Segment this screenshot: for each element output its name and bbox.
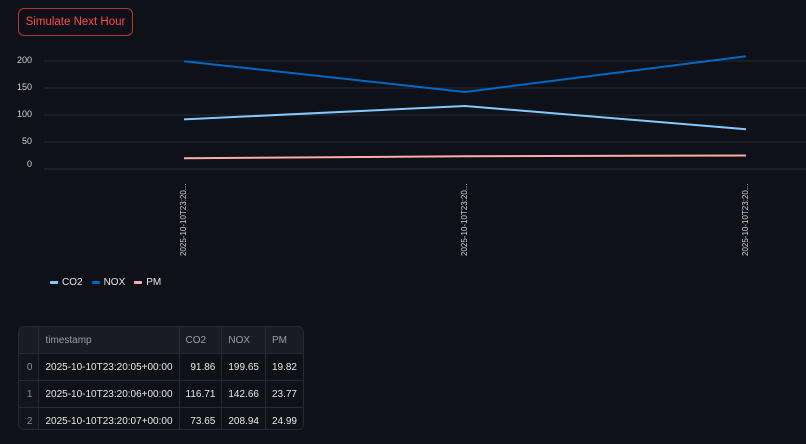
- x-tick-label: 2025-10-10T23:20...: [179, 183, 188, 257]
- pm-swatch-icon: [134, 281, 143, 284]
- pm-cell[interactable]: 24.99: [265, 407, 303, 429]
- co2-swatch-icon: [50, 281, 58, 284]
- y-tick-label: 100: [16, 109, 32, 119]
- pm-header[interactable]: PM: [265, 327, 303, 354]
- table-header-row: timestamp CO2 NOX PM: [19, 327, 303, 354]
- co2-cell[interactable]: 73.65: [179, 407, 223, 429]
- row-index: 2: [19, 407, 40, 429]
- row-index: 0: [19, 353, 40, 381]
- series-line-pm[interactable]: [183, 154, 747, 160]
- y-tick-label: 50: [21, 136, 32, 146]
- nox-header[interactable]: NOX: [221, 327, 266, 354]
- nox-cell[interactable]: 142.66: [221, 380, 266, 408]
- legend-label: NOX: [103, 277, 126, 288]
- series-line-co2[interactable]: [183, 105, 747, 131]
- legend-label: PM: [146, 277, 162, 288]
- chart-legend: CO2 NOX PM: [50, 277, 161, 288]
- line-chart[interactable]: 200 150 100 50 0 2025-10-10T23:20... 2025-10-…: [0, 45, 806, 275]
- index-header[interactable]: [19, 327, 40, 354]
- timestamp-header[interactable]: timestamp: [38, 327, 180, 354]
- series-line-nox[interactable]: [183, 55, 747, 93]
- y-tick-label: 200: [16, 55, 32, 65]
- timestamp-cell[interactable]: 2025-10-10T23:20:05+00:00: [38, 353, 180, 381]
- simulate-next-hour-button[interactable]: Simulate Next Hour: [18, 8, 133, 36]
- co2-cell[interactable]: 91.86: [179, 353, 223, 381]
- co2-cell[interactable]: 116.71: [179, 380, 223, 408]
- legend-item-pm[interactable]: PM: [134, 277, 161, 288]
- timestamp-cell[interactable]: 2025-10-10T23:20:06+00:00: [38, 380, 180, 408]
- legend-item-co2[interactable]: CO2: [50, 277, 83, 288]
- legend-label: CO2: [62, 277, 83, 288]
- pm-cell[interactable]: 19.82: [265, 353, 303, 381]
- co2-header[interactable]: CO2: [179, 327, 223, 354]
- legend-item-nox[interactable]: NOX: [91, 277, 126, 288]
- y-tick-label: 150: [16, 82, 32, 92]
- nox-cell[interactable]: 199.65: [221, 353, 266, 381]
- data-table[interactable]: timestamp CO2 NOX PM 0 2025-10-10T23:20:…: [18, 326, 304, 430]
- y-tick-label: 0: [26, 159, 32, 169]
- table-row: 2 2025-10-10T23:20:07+00:00 73.65 208.94…: [19, 407, 303, 429]
- x-tick-label: 2025-10-10T23:20...: [741, 183, 750, 257]
- timestamp-cell[interactable]: 2025-10-10T23:20:07+00:00: [38, 407, 180, 429]
- chart-plot-area: [44, 55, 806, 170]
- table-row: 1 2025-10-10T23:20:06+00:00 116.71 142.6…: [19, 380, 303, 408]
- nox-cell[interactable]: 208.94: [221, 407, 266, 429]
- row-index: 1: [19, 380, 40, 408]
- x-tick-label: 2025-10-10T23:20...: [460, 183, 469, 257]
- table-row: 0 2025-10-10T23:20:05+00:00 91.86 199.65…: [19, 353, 303, 381]
- nox-swatch-icon: [91, 281, 100, 284]
- pm-cell[interactable]: 23.77: [265, 380, 303, 408]
